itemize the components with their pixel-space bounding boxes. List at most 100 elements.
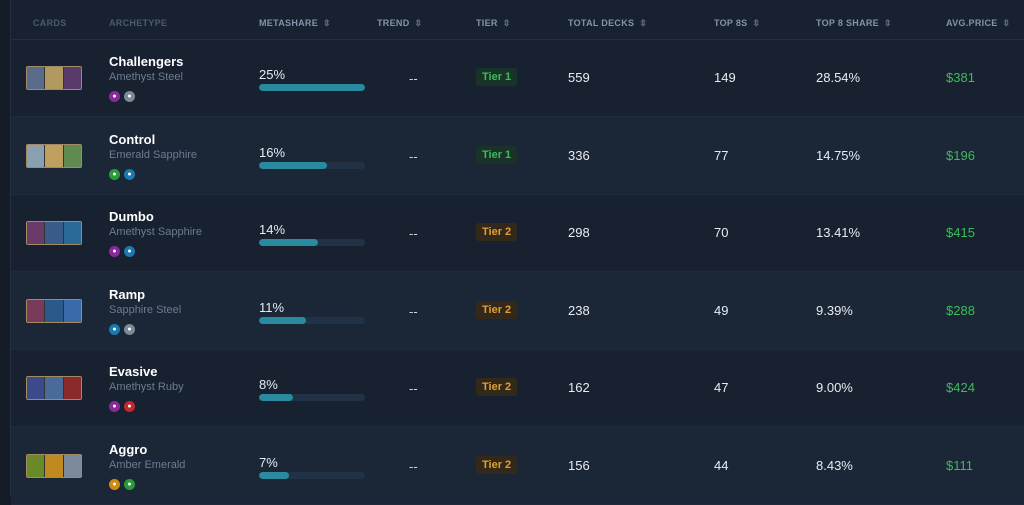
header-top8s[interactable]: TOP 8S ⇳ (714, 18, 761, 28)
sort-icon[interactable]: ⇳ (639, 18, 648, 28)
deck-cards-thumbnail[interactable] (26, 66, 82, 90)
table-row[interactable]: Challengers Amethyst Steel ● ● 25% -- Tie… (11, 39, 1024, 117)
card-image (63, 144, 81, 167)
avg-price: $288 (946, 302, 975, 318)
metashare-value: 8% (259, 377, 278, 392)
top8-share: 9.00% (816, 380, 853, 395)
ink-amethyst-icon: ● (109, 401, 120, 412)
card-image (27, 454, 45, 477)
metashare-bar-fill (259, 84, 365, 91)
ink-icons: ● ● (109, 246, 135, 257)
tier-badge: Tier 2 (476, 378, 518, 396)
decks-table: CARDS ARCHETYPE METASHARE ⇳ TREND ⇳ TIER ⇳ … (10, 0, 1024, 505)
header-trend[interactable]: TREND ⇳ (377, 18, 423, 28)
tier-badge: Tier 2 (476, 455, 518, 474)
deck-cards-thumbnail[interactable] (26, 221, 82, 245)
deck-cards-thumbnail[interactable] (26, 298, 82, 323)
ink-amethyst-icon: ● (109, 91, 120, 102)
total-decks: 156 (568, 457, 590, 473)
metashare-bar (259, 84, 365, 91)
top8s: 49 (714, 302, 729, 318)
card-image (27, 144, 45, 167)
card-image (63, 299, 81, 322)
archetype-name[interactable]: Dumbo (109, 209, 154, 224)
metashare-value: 25% (259, 67, 286, 82)
card-image (45, 67, 63, 89)
header-metashare[interactable]: METASHARE ⇳ (259, 18, 331, 28)
header-total-decks[interactable]: TOTAL DECKS ⇳ (568, 18, 648, 28)
header-tier[interactable]: TIER ⇳ (476, 18, 511, 28)
header-top8-share[interactable]: TOP 8 SHARE ⇳ (816, 18, 892, 28)
card-image (27, 377, 45, 399)
top8s: 44 (714, 457, 729, 473)
card-image (27, 222, 45, 244)
avg-price: $381 (946, 70, 975, 85)
sort-icon[interactable]: ⇳ (752, 18, 761, 28)
table-row[interactable]: Dumbo Amethyst Sapphire ● ● 14% -- Tier 2… (11, 194, 1024, 272)
archetype-inks: Emerald Sapphire (109, 148, 198, 161)
sort-icon[interactable]: ⇳ (1002, 18, 1011, 28)
metashare-bar (259, 239, 365, 246)
sort-icon[interactable]: ⇳ (502, 18, 511, 28)
archetype-name[interactable]: Aggro (109, 441, 148, 457)
ink-icons: ● ● (109, 323, 135, 335)
metashare-value: 7% (259, 454, 278, 470)
archetype-name[interactable]: Evasive (109, 364, 158, 379)
table-row[interactable]: Evasive Amethyst Ruby ● ● 8% -- Tier 2 16… (11, 349, 1024, 427)
ink-amethyst-icon: ● (109, 246, 120, 257)
table-row[interactable]: Control Emerald Sapphire ● ● 16% -- Tier … (11, 116, 1024, 195)
table-row[interactable]: Aggro Amber Emerald ● ● 7% -- Tier 2 156 … (11, 426, 1024, 505)
card-image (45, 454, 63, 477)
tier-badge: Tier 2 (476, 300, 518, 319)
top8-share: 9.39% (816, 302, 853, 318)
avg-price: $196 (946, 147, 975, 163)
trend-value: -- (409, 71, 418, 86)
trend-value: -- (409, 226, 418, 241)
metashare-value: 11% (259, 299, 285, 315)
card-image (63, 222, 81, 244)
sort-icon[interactable]: ⇳ (323, 18, 331, 28)
avg-price: $111 (946, 457, 973, 473)
archetype-inks: Amethyst Steel (109, 71, 183, 83)
metashare-value: 14% (259, 222, 286, 237)
ink-sapphire-icon: ● (124, 246, 135, 257)
ink-icons: ● ● (109, 401, 135, 412)
ink-steel-icon: ● (124, 91, 135, 102)
deck-cards-thumbnail[interactable] (26, 143, 82, 168)
archetype-name[interactable]: Control (109, 131, 156, 147)
sort-icon[interactable]: ⇳ (884, 18, 892, 28)
header-archetype: ARCHETYPE (109, 18, 168, 28)
top8s: 70 (714, 225, 729, 240)
top8s: 149 (714, 70, 736, 85)
archetype-inks: Sapphire Steel (109, 303, 182, 316)
avg-price: $415 (946, 225, 975, 240)
total-decks: 559 (568, 70, 590, 85)
total-decks: 238 (568, 302, 590, 318)
total-decks: 298 (568, 225, 590, 240)
card-image (45, 299, 63, 322)
deck-cards-thumbnail[interactable] (26, 376, 82, 400)
sort-icon[interactable]: ⇳ (414, 18, 423, 28)
archetype-name[interactable]: Challengers (109, 54, 184, 69)
card-image (45, 222, 63, 244)
card-image (45, 144, 63, 167)
metashare-bar (259, 394, 365, 401)
ink-icons: ● ● (109, 478, 135, 490)
top8-share: 8.43% (816, 457, 853, 473)
table-row[interactable]: Ramp Sapphire Steel ● ● 11% -- Tier 2 238… (11, 271, 1024, 350)
ink-sapphire-icon: ● (124, 168, 135, 180)
ink-amber-icon: ● (109, 478, 120, 490)
avg-price: $424 (946, 380, 975, 395)
archetype-name[interactable]: Ramp (109, 286, 146, 302)
ink-icons: ● ● (109, 168, 135, 180)
card-image (27, 67, 45, 89)
metashare-bar (259, 161, 365, 169)
archetype-inks: Amethyst Ruby (109, 381, 184, 393)
top8s: 47 (714, 380, 729, 395)
card-image (45, 377, 63, 399)
deck-cards-thumbnail[interactable] (26, 453, 82, 478)
trend-value: -- (409, 148, 418, 164)
top8-share: 14.75% (816, 147, 861, 163)
header-avg-price[interactable]: AVG.PRICE ⇳ (946, 18, 1011, 28)
archetype-inks: Amber Emerald (109, 458, 186, 471)
